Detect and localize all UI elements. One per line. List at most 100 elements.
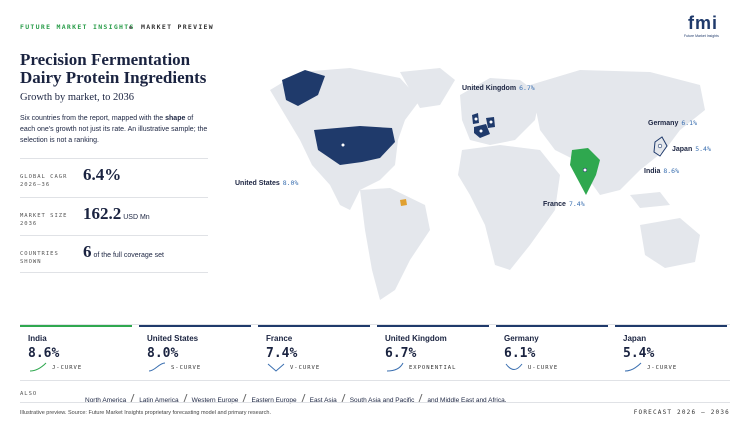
stat-number: 162.2 [83, 204, 122, 223]
regions: North America Latin America Western Europe… [85, 389, 513, 407]
card-value: 8.6% [28, 346, 60, 361]
map-dot [473, 116, 479, 122]
stat-unit: of the full coverage set [93, 252, 164, 259]
japan [653, 136, 668, 157]
card-value: 7.4% [266, 346, 298, 361]
region-separator [341, 393, 346, 402]
curve-icon [29, 362, 47, 372]
curve-icon [505, 363, 523, 370]
curve [148, 362, 166, 372]
map-label: United Kingdom 6.7% [462, 84, 535, 92]
curve-icon [267, 363, 285, 372]
divider [20, 197, 208, 198]
card: Japan 5.4% J-CURVE [615, 325, 727, 373]
map-label-value: 5.4% [695, 145, 711, 153]
region: South Asia and Pacific [349, 397, 415, 404]
card-value: 6.1% [504, 346, 536, 361]
region: North America [85, 397, 127, 404]
stat-number: 6 [83, 242, 92, 261]
map-dot [657, 143, 663, 149]
description-text: Six countries from the report, mapped wi… [20, 115, 164, 122]
card-name: Germany [504, 334, 539, 343]
region-separator [418, 393, 423, 402]
curve [505, 363, 523, 370]
map-label-name: Japan [672, 146, 693, 153]
description-emphasis: shape [165, 115, 186, 122]
card-name: United Kingdom [385, 334, 447, 343]
map-label: Japan 5.4% [672, 145, 711, 153]
map-label: India 8.6% [644, 167, 679, 175]
map-label-name: France [543, 201, 566, 208]
map-label-name: Germany [648, 120, 679, 127]
card-name: France [266, 334, 293, 343]
separator-dot [129, 26, 132, 29]
united-states [314, 126, 395, 165]
card: United Kingdom 6.7% EXPONENTIAL [377, 325, 489, 373]
stat-number: 6.4% [83, 165, 122, 184]
stat-unit: USD Mn [123, 214, 150, 221]
map-label-value: 8.6% [663, 167, 679, 175]
card-name: India [28, 334, 47, 343]
card-shape: EXPONENTIAL [409, 365, 457, 371]
card-value: 6.7% [385, 346, 417, 361]
curve [267, 363, 285, 372]
card: Germany 6.1% U-CURVE [496, 325, 608, 373]
logo-mark: fmi [688, 13, 718, 33]
stat-value: 6 of the full coverage set [83, 242, 164, 262]
card: India 8.6% J-CURVE [20, 325, 132, 373]
curve-icon [148, 362, 166, 372]
description-text: of each one's growth not just its rate. … [20, 115, 208, 144]
footer-source: Illustrative preview. Source: Future Mar… [20, 410, 271, 416]
region: and Middle East and Africa. [427, 397, 507, 404]
brand: FUTURE MARKET INSIGHTS [20, 23, 135, 31]
stat-label: MARKET SIZE 2036 [20, 213, 68, 227]
map-label-value: 8.0% [282, 179, 299, 187]
card-value: 5.4% [623, 346, 655, 361]
region-separator [301, 393, 306, 402]
stat-value: 6.4% [83, 165, 121, 185]
map-label-name: United States [235, 180, 280, 187]
region-separator [183, 393, 188, 402]
divider [20, 402, 730, 403]
stat-label: GLOBAL CAGR 2026–36 [20, 174, 68, 188]
card-shape: J-CURVE [52, 365, 83, 371]
map-label: Germany 6.1% [648, 119, 697, 127]
card-name: Japan [623, 334, 647, 343]
also-label: ALSO [20, 391, 38, 397]
region: Latin America [139, 397, 179, 404]
stat-label: COUNTRIES SHOWN [20, 251, 59, 265]
map-label-name: United Kingdom [462, 85, 517, 92]
map-dot [340, 142, 346, 148]
card: France 7.4% V-CURVE [258, 325, 370, 373]
curve [624, 362, 642, 372]
logo-name: Future Market Insights [684, 34, 719, 38]
landmass [270, 68, 705, 300]
curve-icon [624, 362, 642, 372]
card-shape: J-CURVE [647, 365, 678, 371]
card-rule [20, 324, 730, 325]
curve [29, 362, 47, 372]
map-label-name: India [644, 168, 661, 175]
divider [20, 158, 208, 159]
description: Six countries from the report, mapped wi… [20, 113, 210, 146]
curve-icon [386, 362, 404, 372]
divider [20, 380, 730, 381]
map-dot [582, 167, 588, 173]
card: United States 8.0% S-CURVE [139, 325, 251, 373]
divider [20, 235, 208, 236]
title: Precision Fermentation Dairy Protein Ing… [20, 50, 207, 87]
highlight [400, 199, 407, 206]
map-label-value: 6.7% [519, 84, 535, 92]
region-separator [130, 393, 135, 402]
divider [20, 272, 208, 273]
map-dot [488, 119, 494, 125]
map-label-value: 7.4% [568, 200, 585, 208]
region: Eastern Europe [251, 397, 297, 404]
map-label: United States 8.0% [235, 179, 298, 187]
region: Western Europe [191, 397, 239, 404]
card-name: United States [147, 334, 199, 343]
region-separator [242, 393, 247, 402]
section: MARKET PREVIEW [141, 23, 214, 31]
